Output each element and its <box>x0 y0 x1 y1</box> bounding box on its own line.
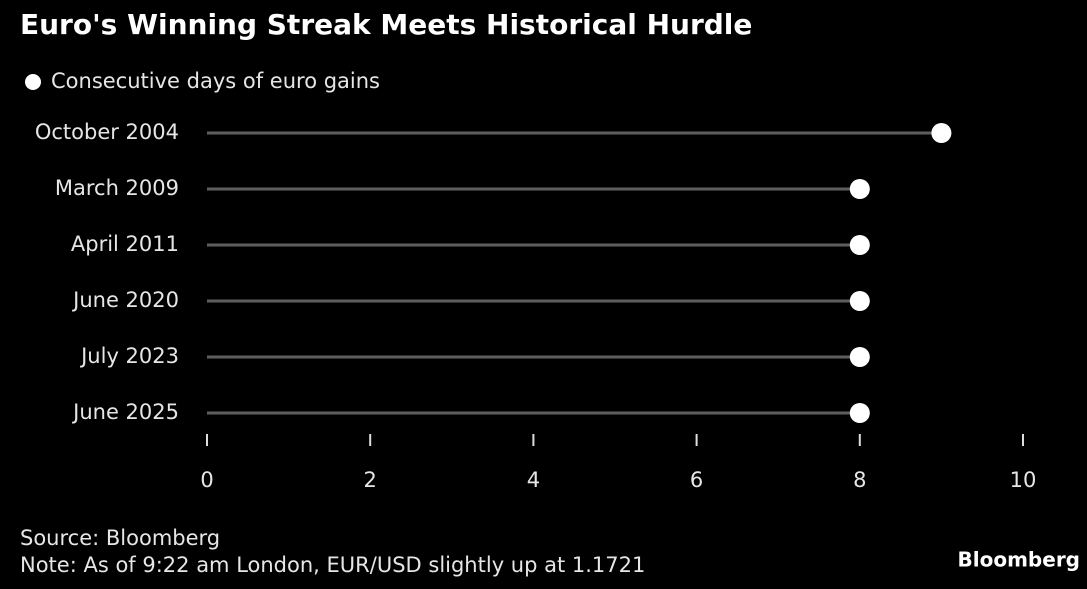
x-tick-label: 2 <box>364 468 377 492</box>
y-tick-label: July 2023 <box>79 344 179 368</box>
y-tick-label: April 2011 <box>71 232 179 256</box>
dot <box>849 347 870 367</box>
legend-label: Consecutive days of euro gains <box>51 69 380 93</box>
dot <box>849 235 870 255</box>
x-tick-label: 4 <box>527 468 540 492</box>
dot <box>931 123 952 143</box>
x-tick-label: 10 <box>1010 468 1037 492</box>
y-tick-label: October 2004 <box>35 120 179 144</box>
dot <box>849 403 870 423</box>
y-tick-label: March 2009 <box>55 176 179 200</box>
note: Note: As of 9:22 am London, EUR/USD slig… <box>20 553 645 577</box>
x-tick-label: 6 <box>690 468 703 492</box>
y-tick-label: June 2020 <box>71 288 179 312</box>
source: Source: Bloomberg <box>20 526 220 550</box>
chart-title: Euro's Winning Streak Meets Historical H… <box>20 8 752 41</box>
dot <box>849 179 870 199</box>
legend-marker <box>25 74 41 90</box>
y-tick-label: June 2025 <box>71 400 179 424</box>
brand: Bloomberg <box>958 548 1080 572</box>
x-tick-label: 0 <box>200 468 213 492</box>
dot <box>849 291 870 311</box>
x-tick-label: 8 <box>853 468 866 492</box>
